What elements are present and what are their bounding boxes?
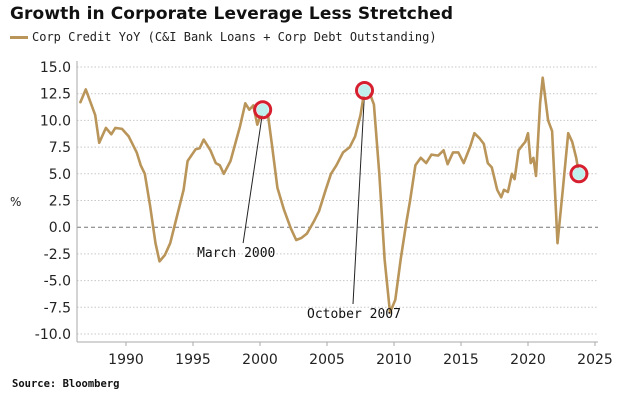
y-tick-label: -7.5 [44,300,71,316]
y-tick-label: -2.5 [44,247,71,263]
series-line-corp-credit-yoy [79,76,581,314]
gridlines [77,66,598,335]
annotation-leader-line [242,111,264,244]
marker-center [572,167,585,180]
source-note: Source: Bloomberg [12,378,120,390]
annotation-labels: March 2000 October 2007 [197,246,401,322]
axes [76,61,598,343]
legend-label: Corp Credit YoY (C&I Bank Loans + Corp D… [32,30,437,44]
annotation-label: October 2007 [307,307,401,322]
y-tick-label: -10.0 [35,327,71,343]
y-tick-label: 5.0 [49,167,71,183]
y-axis-ticks: 15.0 12.5 10.0 7.5 5.0 2.5 0.0 -2.5 -5.0 -7.5 -10.… [35,60,71,343]
annotation-leaders [242,92,366,305]
x-tick-label: 2010 [376,352,412,368]
y-tick-label: -5.0 [44,274,71,290]
marker-ring [569,164,589,184]
legend: Corp Credit YoY (C&I Bank Loans + Corp D… [10,30,437,44]
x-tick-label: 2005 [309,352,345,368]
y-tick-label: 12.5 [40,87,71,103]
marker-ring [355,80,375,100]
marker-center [256,103,269,116]
x-tick-label: 2015 [443,352,479,368]
highlight-markers [253,80,589,184]
annotation-leader-line [352,92,366,305]
annotation-label: March 2000 [197,246,275,261]
y-tick-label: 10.0 [40,113,71,129]
y-tick-label: 0.0 [49,220,71,236]
x-tick-label: 2020 [510,352,546,368]
y-tick-label: 15.0 [40,60,71,76]
y-tick-label: 7.5 [49,140,71,156]
chart-title: Growth in Corporate Leverage Less Stretc… [10,4,454,24]
marker-ring [253,100,273,120]
y-tick-label: 2.5 [49,194,71,210]
x-tick-label: 2025 [577,352,613,368]
marker-center [358,84,371,97]
y-axis-label: % [10,195,21,209]
x-axis-ticks: 1990 1995 2000 2005 2010 2015 2020 2025 [108,342,613,368]
x-tick-label: 1990 [108,352,144,368]
x-tick-label: 2000 [242,352,278,368]
x-tick-label: 1995 [175,352,211,368]
legend-swatch [10,35,28,39]
